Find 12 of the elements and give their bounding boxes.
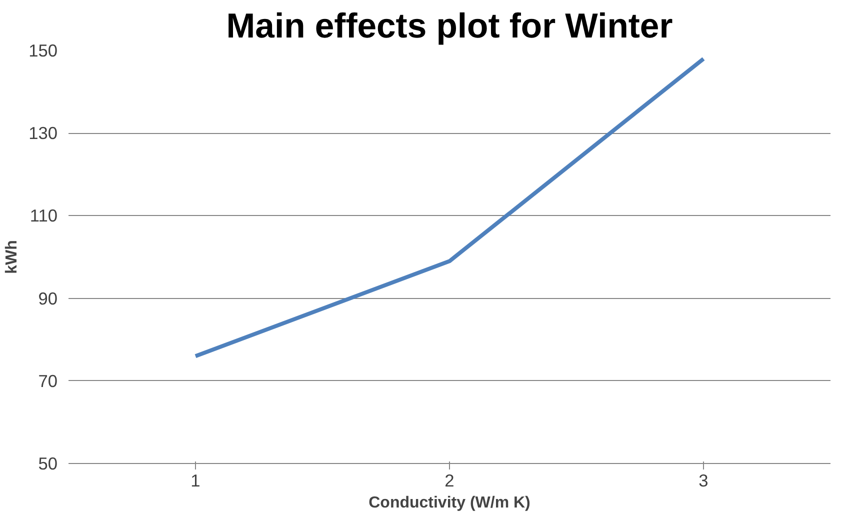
- y-tick-label: 130: [28, 123, 58, 144]
- y-tick-label: 110: [30, 206, 58, 226]
- y-tick-label: 50: [38, 454, 58, 474]
- y-tick-label: 70: [38, 370, 58, 391]
- y-tick-label: 150: [28, 40, 58, 60]
- y-axis-title: kWh: [4, 240, 21, 274]
- x-tick-label: 1: [190, 470, 200, 490]
- y-tick-label: 90: [38, 288, 58, 308]
- x-tick-label: 3: [698, 470, 708, 490]
- x-axis-title: Conductivity (W/m K): [368, 494, 530, 512]
- x-tick-label: 2: [444, 470, 454, 490]
- chart-title: Main effects plot for Winter: [226, 8, 673, 46]
